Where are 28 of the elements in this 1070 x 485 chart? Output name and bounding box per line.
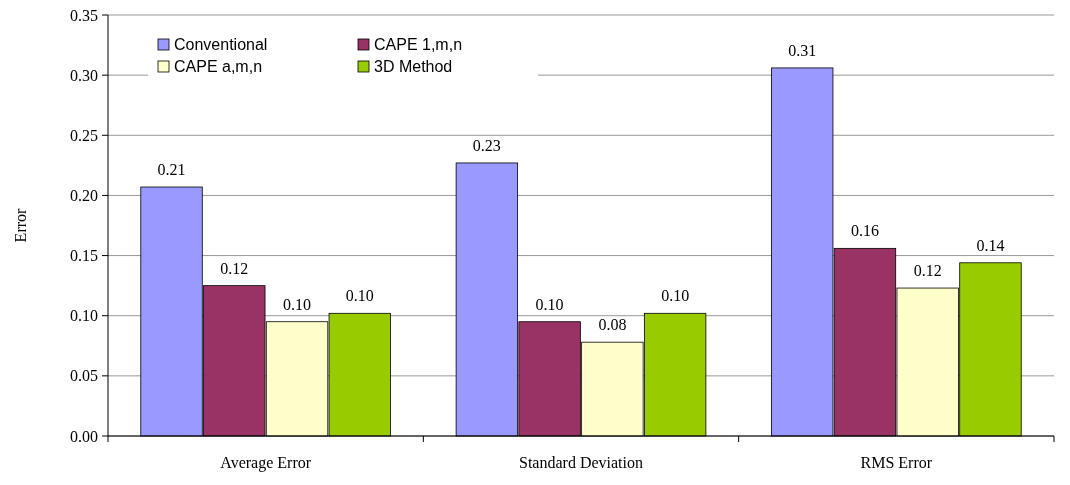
y-tick-label: 0.35: [70, 6, 98, 24]
legend-label: Conventional: [174, 36, 268, 53]
y-tick-label: 0.05: [70, 367, 98, 385]
y-tick-label: 0.25: [70, 126, 98, 144]
legend-label: 3D Method: [374, 58, 453, 75]
x-tick-label: RMS Error: [860, 454, 933, 471]
data-label: 0.12: [220, 259, 249, 277]
data-label: 0.21: [157, 161, 186, 179]
data-label: 0.31: [788, 41, 817, 59]
data-label: 0.10: [535, 295, 564, 313]
data-label: 0.10: [283, 295, 312, 313]
data-label: 0.16: [850, 222, 879, 240]
data-label: 0.12: [913, 262, 942, 280]
data-label: 0.10: [661, 287, 690, 305]
y-tick-label: 0.15: [70, 247, 98, 265]
data-label: 0.23: [472, 136, 501, 154]
y-tick-label: 0.30: [70, 66, 98, 84]
y-tick-label: 0.00: [70, 427, 98, 445]
legend-label: CAPE 1,m,n: [374, 36, 463, 53]
y-axis-title: Error: [12, 207, 29, 243]
legend-label: CAPE a,m,n: [174, 58, 263, 75]
x-tick-label: Standard Deviation: [519, 454, 643, 471]
y-tick-label: 0.20: [70, 187, 98, 205]
y-tick-label: 0.10: [70, 307, 98, 325]
data-label: 0.10: [345, 287, 374, 305]
x-tick-label: Average Error: [220, 454, 312, 472]
data-label: 0.08: [598, 316, 627, 334]
data-label: 0.14: [976, 236, 1005, 254]
